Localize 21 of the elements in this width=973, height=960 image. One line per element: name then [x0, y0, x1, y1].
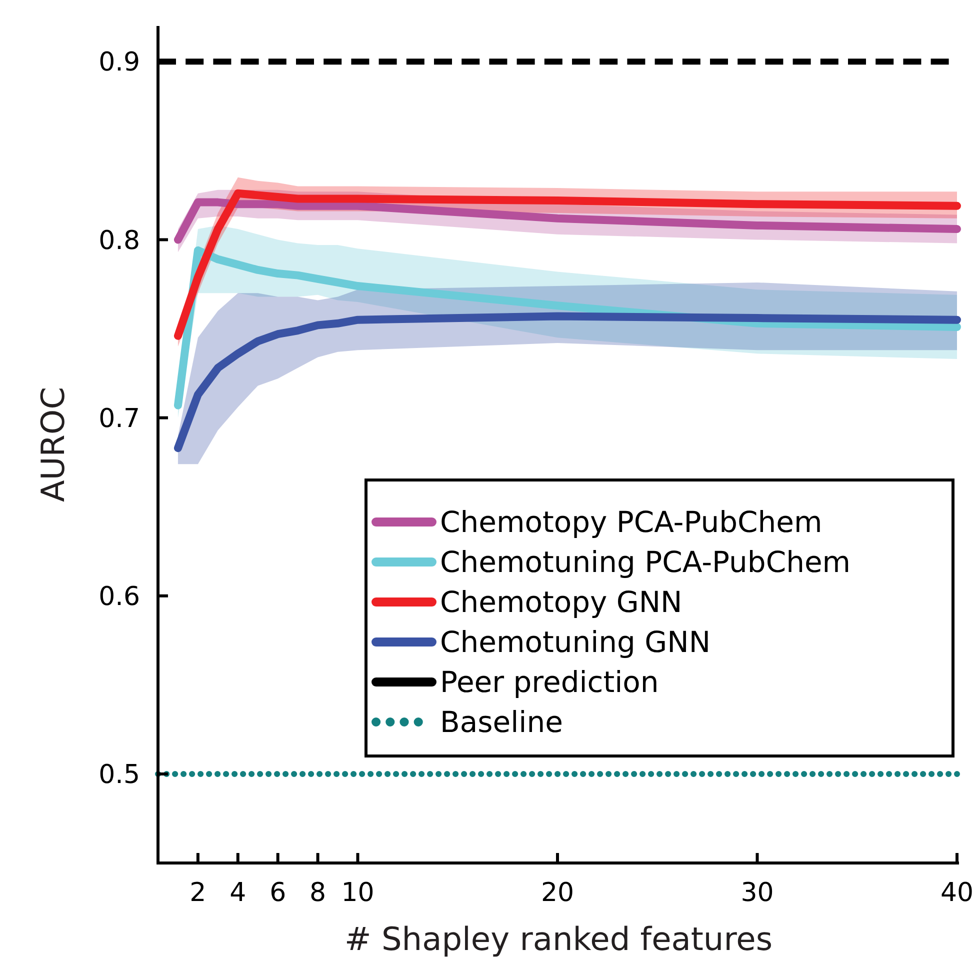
legend-label: Chemotuning PCA-PubChem — [440, 545, 851, 580]
y-tick-label: 0.6 — [98, 582, 140, 612]
x-tick-label: 30 — [740, 878, 774, 908]
x-tick-label: 2 — [190, 878, 206, 908]
y-tick-label: 0.5 — [98, 760, 140, 790]
y-tick-label: 0.8 — [98, 226, 140, 256]
legend-label: Chemotopy PCA-PubChem — [440, 505, 822, 540]
y-tick-label: 0.7 — [98, 404, 140, 434]
legend-label: Baseline — [440, 705, 563, 740]
x-axis-title: # Shapley ranked features — [344, 920, 772, 958]
y-axis-title: AUROC — [34, 386, 72, 502]
y-tick-label: 0.9 — [98, 48, 140, 78]
x-tick-label: 4 — [230, 878, 246, 908]
x-tick-label: 20 — [540, 878, 574, 908]
x-tick-label: 6 — [270, 878, 286, 908]
legend-label: Peer prediction — [440, 665, 659, 700]
x-tick-label: 10 — [341, 878, 374, 908]
x-tick-label: 40 — [940, 878, 973, 908]
legend-label: Chemotuning GNN — [440, 625, 711, 660]
x-tick-label: 8 — [310, 878, 326, 908]
legend-label: Chemotopy GNN — [440, 585, 682, 620]
